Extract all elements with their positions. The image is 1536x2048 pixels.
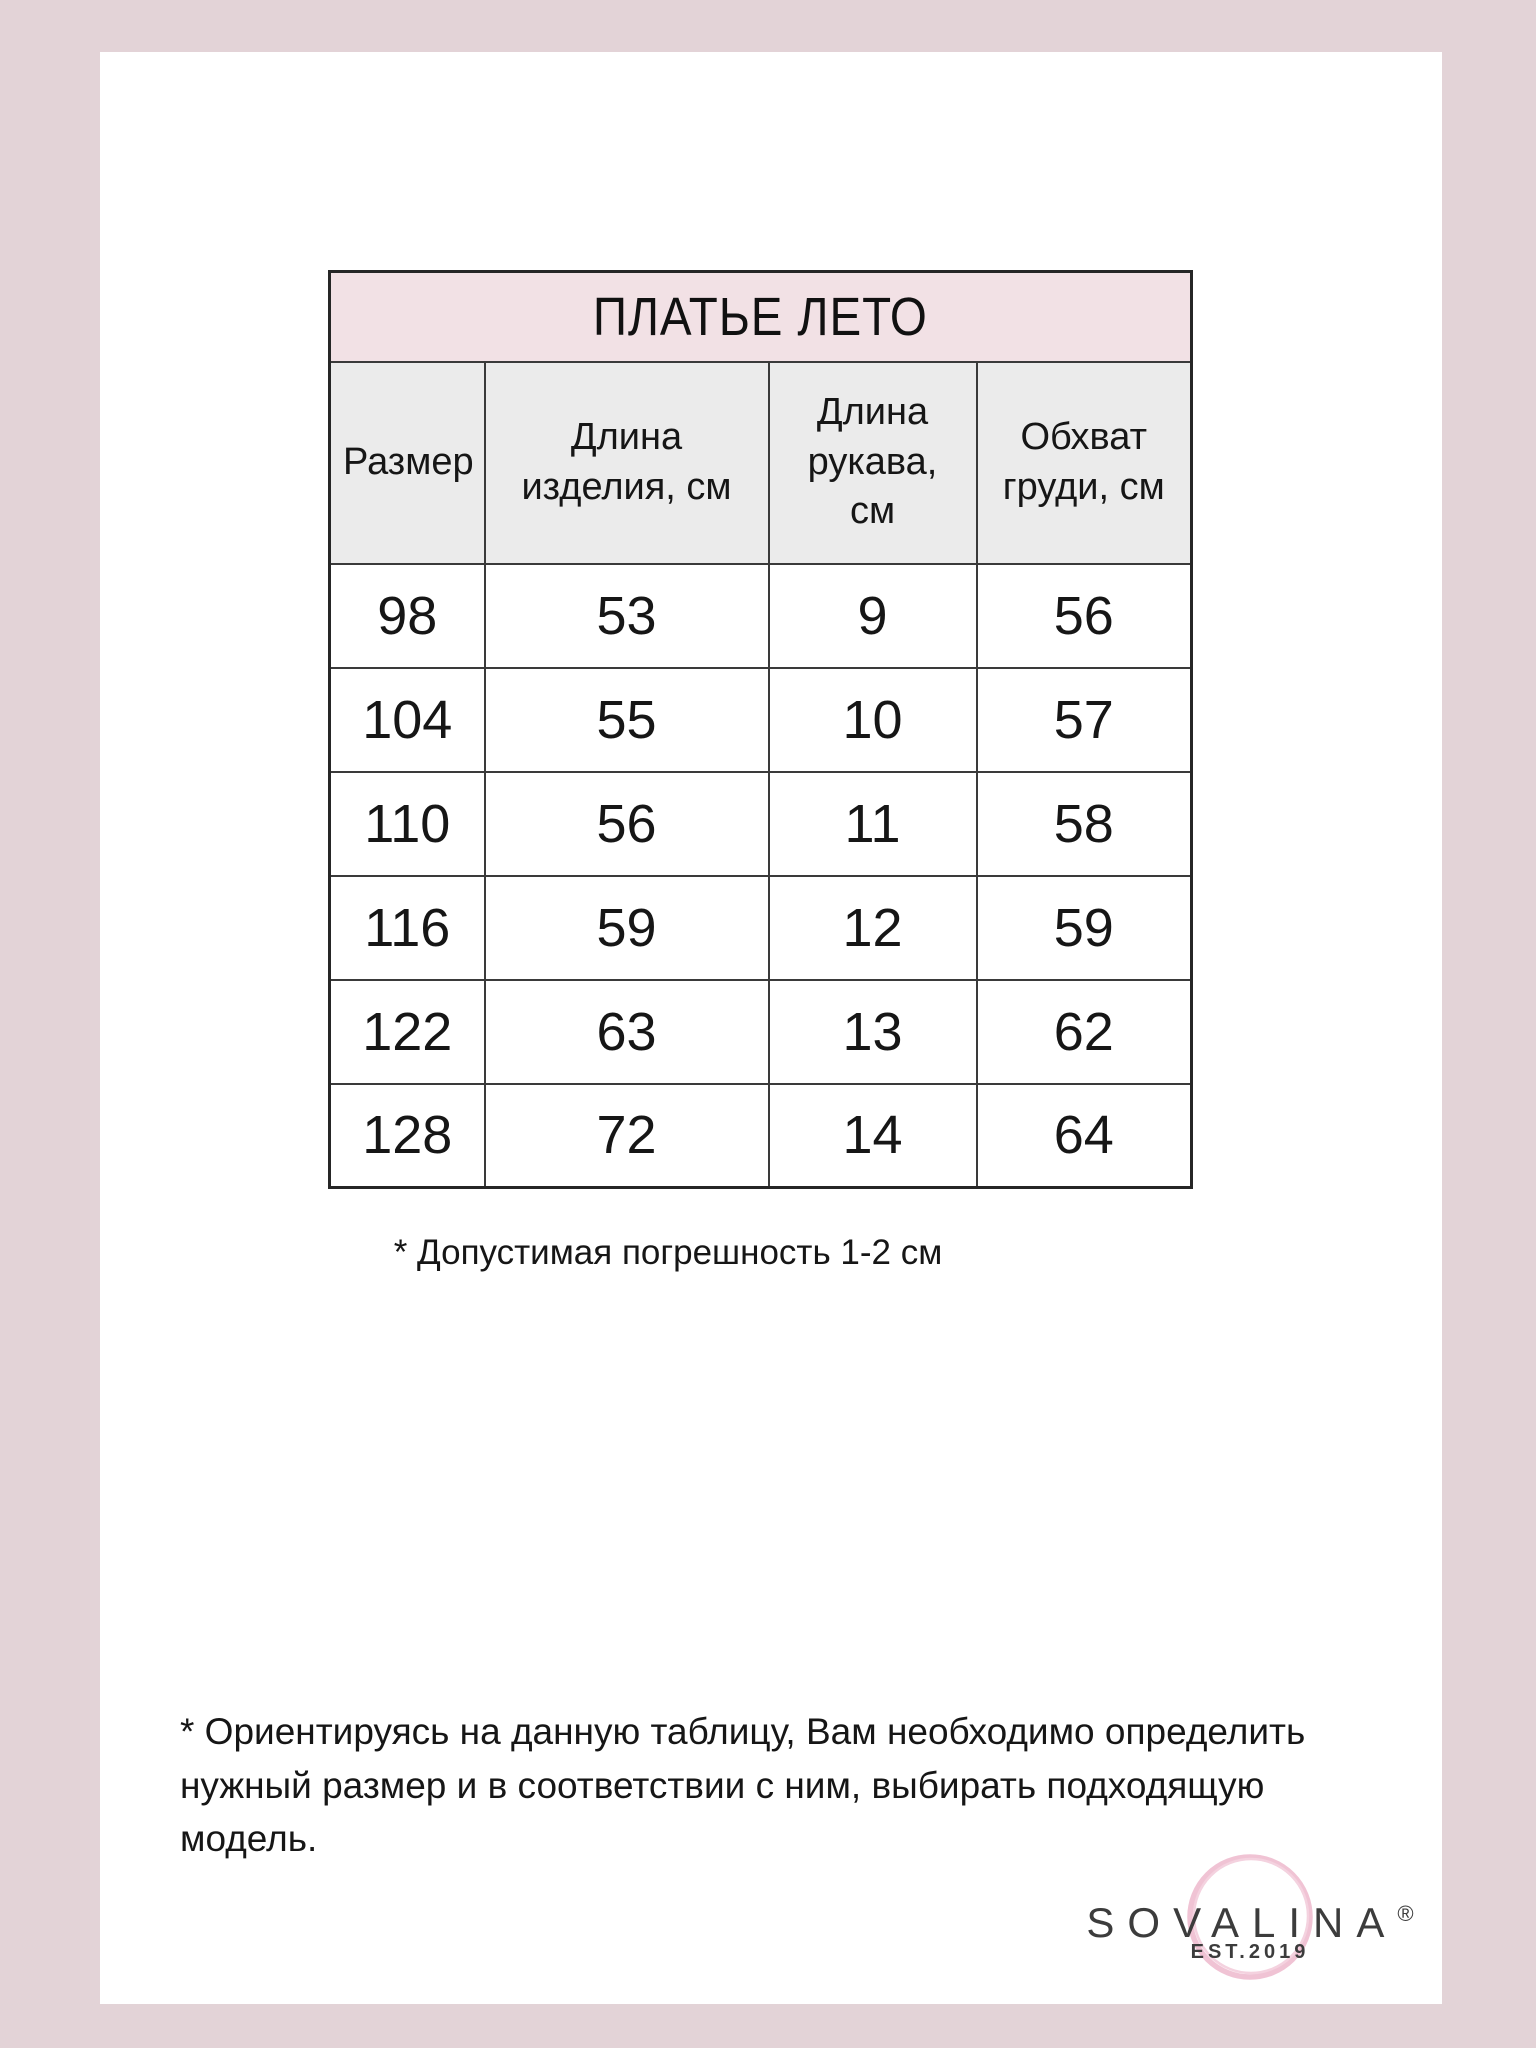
table-row: 104 55 10 57	[328, 666, 1193, 773]
brand-name-text: SOVALINA	[1086, 1899, 1398, 1946]
product-length-cell: 53	[483, 562, 770, 669]
size-table: ПЛАТЬЕ ЛЕТО Размер Длина изделия, см Дли…	[328, 270, 1194, 1189]
chest-cell: 64	[975, 1082, 1193, 1189]
chest-cell: 62	[975, 978, 1193, 1085]
table-row: 110 56 11 58	[328, 770, 1193, 877]
col-header-chest: Обхват груди, см	[975, 360, 1193, 565]
col-header-product-length: Длина изделия, см	[483, 360, 770, 565]
size-cell: 110	[328, 770, 486, 877]
sleeve-length-cell: 13	[767, 978, 978, 1085]
table-header-row: Размер Длина изделия, см Длина рукава, с…	[328, 360, 1193, 565]
chest-cell: 59	[975, 874, 1193, 981]
product-length-cell: 59	[483, 874, 770, 981]
table-title-row: ПЛАТЬЕ ЛЕТО	[328, 270, 1193, 363]
table-row: 128 72 14 64	[328, 1082, 1193, 1189]
product-length-cell: 72	[483, 1082, 770, 1189]
sleeve-length-cell: 11	[767, 770, 978, 877]
size-cell: 128	[328, 1082, 486, 1189]
brand-circle-icon	[1187, 1854, 1313, 1980]
sheet: ПЛАТЬЕ ЛЕТО Размер Длина изделия, см Дли…	[100, 52, 1442, 2004]
product-length-cell: 56	[483, 770, 770, 877]
product-length-cell: 63	[483, 978, 770, 1085]
brand-est: EST.2019	[1190, 1941, 1310, 1963]
table-row: 122 63 13 62	[328, 978, 1193, 1085]
sleeve-length-cell: 9	[767, 562, 978, 669]
size-cell: 122	[328, 978, 486, 1085]
table-row: 116 59 12 59	[328, 874, 1193, 981]
table-title: ПЛАТЬЕ ЛЕТО	[328, 270, 1193, 363]
size-cell: 116	[328, 874, 486, 981]
table-row: 98 53 9 56	[328, 562, 1193, 669]
brand-name: SOVALINA®	[1030, 1899, 1470, 1947]
size-cell: 98	[328, 562, 486, 669]
table-title-text: ПЛАТЬЕ ЛЕТО	[593, 286, 928, 347]
chest-cell: 57	[975, 666, 1193, 773]
registered-mark: ®	[1397, 1901, 1414, 1926]
col-header-size: Размер	[328, 360, 486, 565]
product-length-cell: 55	[483, 666, 770, 773]
sleeve-length-cell: 14	[767, 1082, 978, 1189]
chest-cell: 56	[975, 562, 1193, 669]
tolerance-note: * Допустимая погрешность 1-2 см	[393, 1233, 943, 1272]
size-cell: 104	[328, 666, 486, 773]
sleeve-length-cell: 12	[767, 874, 978, 981]
chest-cell: 58	[975, 770, 1193, 877]
sleeve-length-cell: 10	[767, 666, 978, 773]
col-header-sleeve-length: Длина рукава, см	[767, 360, 978, 565]
size-guide-footnote: * Ориентируясь на данную таблицу, Вам не…	[180, 1711, 1306, 1860]
